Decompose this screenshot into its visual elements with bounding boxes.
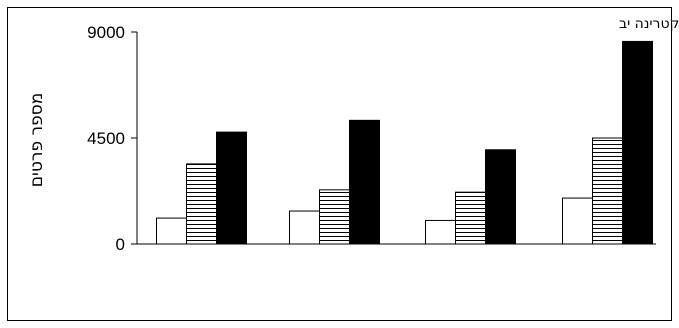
bar-series-2-group-3	[455, 191, 486, 245]
chart-title: ח. מתתיהו נקטרינה יב	[619, 16, 679, 32]
bar-series-1-group-2	[289, 210, 320, 245]
y-tick-label: 9000	[87, 23, 125, 42]
bar-series-1-group-4	[562, 197, 593, 245]
bar-series-1-group-1	[156, 217, 187, 245]
chart-frame	[7, 7, 672, 321]
y-axis-label: מספר פרטים	[27, 93, 47, 188]
bar-series-1-group-3	[425, 219, 456, 245]
bar-series-2-group-1	[186, 163, 217, 245]
bar-series-2-group-2	[319, 189, 350, 245]
y-tick-label: 0	[116, 235, 125, 254]
bar-series-3-group-3	[485, 149, 516, 245]
bar-series-3-group-2	[349, 119, 380, 245]
bar-series-3-group-4	[622, 40, 653, 245]
bar-series-2-group-4	[592, 137, 623, 245]
y-tick-label: 4500	[87, 129, 125, 148]
bar-series-3-group-1	[216, 131, 247, 245]
